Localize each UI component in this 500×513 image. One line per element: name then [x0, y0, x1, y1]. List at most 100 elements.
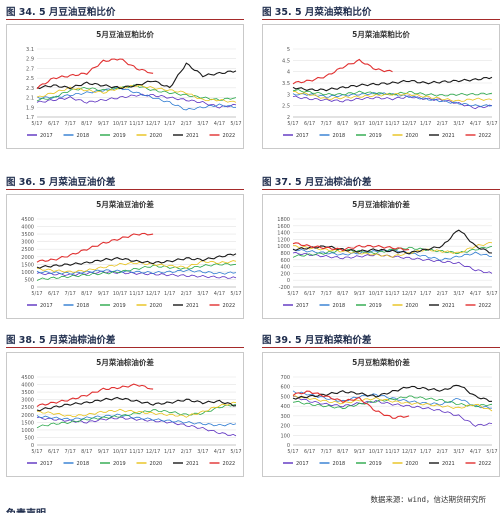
y-tick-label: 2000: [21, 255, 34, 261]
y-tick-label: 100: [280, 433, 290, 439]
series-line-2022: [292, 58, 393, 85]
legend-label: 2017: [40, 461, 53, 467]
x-tick-label: 5/17: [31, 121, 42, 127]
y-tick-label: 300: [280, 414, 290, 420]
y-tick-label: 1500: [21, 420, 34, 426]
x-tick-label: 6/17: [48, 449, 59, 455]
legend-label: 2020: [150, 133, 163, 139]
series-line-2019: [36, 84, 237, 102]
y-tick-label: 5: [287, 47, 290, 53]
legend-label: 2022: [223, 133, 236, 139]
legend-label: 2018: [333, 303, 346, 309]
y-tick-label: 3.5: [282, 81, 290, 87]
legend-label: 2019: [369, 461, 382, 467]
x-tick-label: 4/17: [214, 291, 225, 297]
x-tick-label: 5/17: [230, 291, 241, 297]
x-tick-label: 5/17: [230, 449, 241, 455]
x-tick-label: 10/17: [113, 449, 127, 455]
y-tick-label: 2.9: [26, 57, 34, 63]
y-tick-label: 500: [280, 394, 290, 400]
y-tick-label: 0: [31, 285, 34, 291]
figure-title: 图 39. 5 月豆粕菜粕价差: [262, 334, 500, 348]
x-tick-label: 5/17: [287, 291, 298, 297]
x-tick-label: 8/17: [81, 291, 92, 297]
chart-title: 5月菜油豆油价差: [96, 199, 154, 209]
series-line-2022: [36, 58, 154, 90]
figure-title: 图 34. 5 月豆油豆粕比价: [6, 6, 244, 20]
y-tick-label: 3000: [21, 240, 34, 246]
figure-panel-39: 图 39. 5 月豆粕菜粕价差 5月豆粕菜粕价差 0 100 200 300 400 500…: [262, 334, 500, 477]
series-line-2021: [36, 62, 237, 90]
legend-label: 2018: [77, 303, 90, 309]
series-line-2017: [292, 395, 493, 427]
series-line-2021: [36, 396, 237, 412]
x-tick-label: 7/17: [65, 291, 76, 297]
figure-title: 图 36. 5 月菜油豆油价差: [6, 176, 244, 190]
x-tick-label: 11/17: [385, 291, 399, 297]
series-line-2022: [292, 390, 410, 419]
series-line-2020: [36, 259, 237, 273]
x-tick-label: 1/17: [164, 121, 175, 127]
legend-label: 2022: [479, 303, 492, 309]
x-tick-label: 4/17: [470, 449, 481, 455]
legend-label: 2018: [77, 133, 90, 139]
chart-title: 5月豆粕菜粕价差: [352, 357, 410, 367]
x-tick-label: 11/17: [129, 449, 143, 455]
x-tick-label: 7/17: [65, 121, 76, 127]
y-tick-label: 1000: [21, 270, 34, 276]
figure-panel-37: 图 37. 5 月豆油棕油价差 5月豆油棕油价差 -200 0 200 400 600 80…: [262, 176, 500, 319]
legend-label: 2021: [186, 303, 199, 309]
x-tick-label: 1/17: [420, 121, 431, 127]
data-source-note: 数据来源：wind，信达期货研究所: [370, 495, 486, 504]
y-tick-label: 400: [280, 265, 290, 271]
series-line-2021: [292, 229, 493, 255]
y-tick-label: 200: [280, 424, 290, 430]
series-line-2021: [36, 253, 237, 269]
y-tick-label: 4: [287, 70, 290, 76]
y-tick-label: 500: [24, 277, 34, 283]
legend-label: 2019: [369, 133, 382, 139]
series-line-2022: [36, 383, 154, 408]
line-chart: 5月豆油棕油价差 -2000200400600800100012001400160…: [277, 199, 497, 309]
series-line-2019: [292, 89, 493, 97]
y-tick-label: 700: [280, 375, 290, 381]
figure-panel-36: 图 36. 5 月菜油豆油价差 5月菜油豆油价差 0 500 1000 1500 2000…: [6, 176, 244, 319]
legend-label: 2019: [113, 133, 126, 139]
series-line-2017: [36, 93, 237, 109]
series-line-2018: [36, 413, 237, 427]
series-line-2019: [292, 395, 493, 410]
x-tick-label: 7/17: [321, 121, 332, 127]
x-tick-label: 5/17: [486, 449, 497, 455]
line-chart: 5月菜油菜粕比价 2 2.5 3 3.5 4 4.5 5 5/17 6/17 7/17 8/17 9/1…: [282, 29, 498, 139]
series-line-2020: [292, 91, 493, 102]
x-tick-label: 9/17: [354, 121, 365, 127]
y-tick-label: 2500: [21, 405, 34, 411]
series-line-2020: [36, 401, 237, 418]
series-line-2018: [292, 91, 493, 108]
legend-label: 2017: [296, 461, 309, 467]
x-tick-label: 7/17: [321, 291, 332, 297]
chart-title: 5月菜油棕油价差: [96, 357, 154, 367]
x-tick-label: 4/17: [470, 121, 481, 127]
x-tick-label: 5/17: [230, 121, 241, 127]
x-tick-label: 3/17: [453, 121, 464, 127]
x-tick-label: 5/17: [287, 449, 298, 455]
x-tick-label: 12/17: [146, 291, 160, 297]
x-tick-label: 5/17: [287, 121, 298, 127]
y-tick-label: 400: [280, 404, 290, 410]
y-tick-label: 4000: [21, 225, 34, 231]
y-tick-label: 3500: [21, 232, 34, 238]
y-tick-label: 0: [31, 443, 34, 449]
chart-frame: 5月菜油菜粕比价 2 2.5 3 3.5 4 4.5 5 5/17 6/17 7/17 8/17 9/1…: [262, 24, 500, 149]
y-tick-label: 1800: [277, 217, 290, 223]
legend-label: 2021: [186, 461, 199, 467]
x-tick-label: 5/17: [31, 449, 42, 455]
y-tick-label: 4000: [21, 383, 34, 389]
legend-label: 2021: [186, 133, 199, 139]
y-tick-label: 3: [287, 92, 290, 98]
chart-frame: 5月豆油豆粕比价 1.7 1.9 2.1 2.3 2.5 2.7 2.9 3.1 5/17 6/17…: [6, 24, 244, 149]
x-tick-label: 4/17: [214, 121, 225, 127]
y-tick-label: 200: [280, 271, 290, 277]
chart-frame: 5月豆粕菜粕价差 0 100 200 300 400 500 600 700 5/17 6/17 7/…: [262, 352, 500, 477]
